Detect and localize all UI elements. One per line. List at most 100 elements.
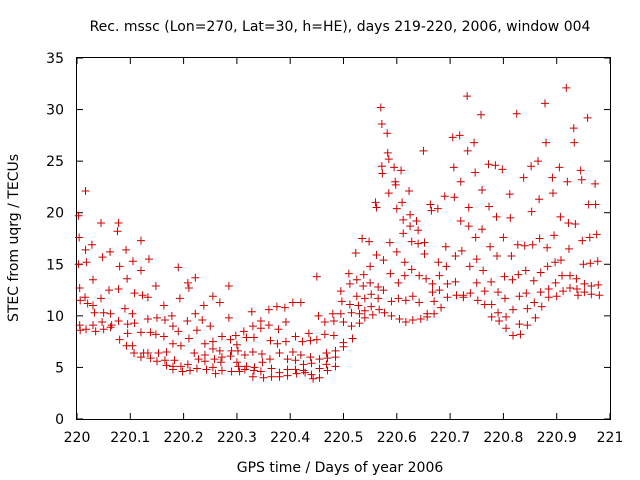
data-point bbox=[555, 163, 564, 172]
data-point bbox=[274, 325, 283, 334]
data-point bbox=[329, 331, 338, 340]
data-point bbox=[136, 266, 145, 275]
data-point bbox=[98, 253, 107, 262]
data-point bbox=[587, 290, 596, 299]
data-point bbox=[372, 203, 381, 212]
data-point bbox=[90, 308, 99, 317]
data-point bbox=[83, 299, 92, 308]
data-point bbox=[394, 278, 403, 287]
data-point bbox=[528, 240, 537, 249]
data-point bbox=[267, 364, 276, 373]
data-point bbox=[183, 360, 192, 369]
data-point bbox=[176, 362, 185, 371]
data-point bbox=[527, 207, 536, 216]
data-point bbox=[215, 346, 224, 355]
data-point bbox=[146, 328, 155, 337]
data-point bbox=[415, 271, 424, 280]
data-point bbox=[75, 233, 84, 242]
data-point bbox=[384, 189, 393, 198]
data-point bbox=[80, 293, 89, 302]
data-point bbox=[544, 293, 553, 302]
data-point bbox=[217, 353, 226, 362]
data-point bbox=[379, 256, 388, 265]
data-point bbox=[566, 271, 575, 280]
data-point bbox=[456, 216, 465, 225]
data-point bbox=[151, 281, 160, 290]
data-point bbox=[312, 272, 321, 281]
data-point bbox=[351, 248, 360, 257]
data-point bbox=[435, 286, 444, 295]
data-point bbox=[502, 312, 511, 321]
data-point bbox=[558, 271, 567, 280]
data-point bbox=[358, 234, 367, 243]
data-point bbox=[81, 245, 90, 254]
data-point bbox=[154, 348, 163, 357]
data-point bbox=[264, 321, 273, 330]
data-point bbox=[306, 353, 315, 362]
data-point bbox=[143, 348, 152, 357]
data-point bbox=[306, 336, 315, 345]
data-point bbox=[194, 355, 203, 364]
data-point bbox=[329, 317, 338, 326]
data-point bbox=[401, 296, 410, 305]
y-axis: 0 5 10 15 20 25 30 35 bbox=[46, 51, 610, 428]
data-point bbox=[128, 309, 137, 318]
data-point bbox=[123, 274, 132, 283]
data-point bbox=[499, 233, 508, 242]
data-point bbox=[256, 367, 265, 376]
data-point bbox=[414, 226, 423, 235]
data-series bbox=[74, 83, 604, 383]
data-point bbox=[160, 315, 169, 324]
data-point bbox=[366, 278, 375, 287]
data-point bbox=[377, 120, 386, 129]
data-point bbox=[367, 290, 376, 299]
data-point bbox=[535, 195, 544, 204]
data-point bbox=[104, 286, 113, 295]
data-point bbox=[283, 355, 292, 364]
data-point bbox=[434, 258, 443, 267]
data-point bbox=[527, 162, 536, 171]
data-point bbox=[216, 358, 225, 367]
data-point bbox=[587, 281, 596, 290]
data-point bbox=[508, 331, 517, 340]
data-point bbox=[552, 292, 561, 301]
data-point bbox=[96, 219, 105, 228]
data-point bbox=[249, 366, 258, 375]
data-point bbox=[442, 262, 451, 271]
data-point bbox=[291, 356, 300, 365]
data-point bbox=[323, 366, 332, 375]
data-point bbox=[379, 286, 388, 295]
y-tick-label: 15 bbox=[46, 257, 64, 273]
data-point bbox=[523, 321, 532, 330]
data-point bbox=[304, 329, 313, 338]
data-point bbox=[184, 284, 193, 293]
data-point bbox=[415, 298, 424, 307]
data-point bbox=[562, 83, 571, 92]
data-point bbox=[162, 347, 171, 356]
data-point bbox=[465, 262, 474, 271]
data-point bbox=[392, 247, 401, 256]
data-point bbox=[151, 330, 160, 339]
data-point bbox=[376, 103, 385, 112]
data-point bbox=[384, 155, 393, 164]
data-point bbox=[136, 236, 145, 245]
data-point bbox=[130, 348, 139, 357]
data-point bbox=[215, 298, 224, 307]
data-point bbox=[371, 198, 380, 207]
data-point bbox=[114, 317, 123, 326]
data-point bbox=[435, 271, 444, 280]
data-point bbox=[595, 291, 604, 300]
data-point bbox=[208, 363, 217, 372]
data-point bbox=[264, 305, 273, 314]
data-point bbox=[226, 335, 235, 344]
data-point bbox=[531, 313, 540, 322]
data-point bbox=[450, 193, 459, 202]
data-point bbox=[505, 190, 514, 199]
data-point bbox=[522, 289, 531, 298]
data-point bbox=[457, 246, 466, 255]
data-point bbox=[512, 109, 521, 118]
y-tick-label: 5 bbox=[55, 360, 64, 376]
data-point bbox=[408, 292, 417, 301]
data-point bbox=[542, 138, 551, 147]
